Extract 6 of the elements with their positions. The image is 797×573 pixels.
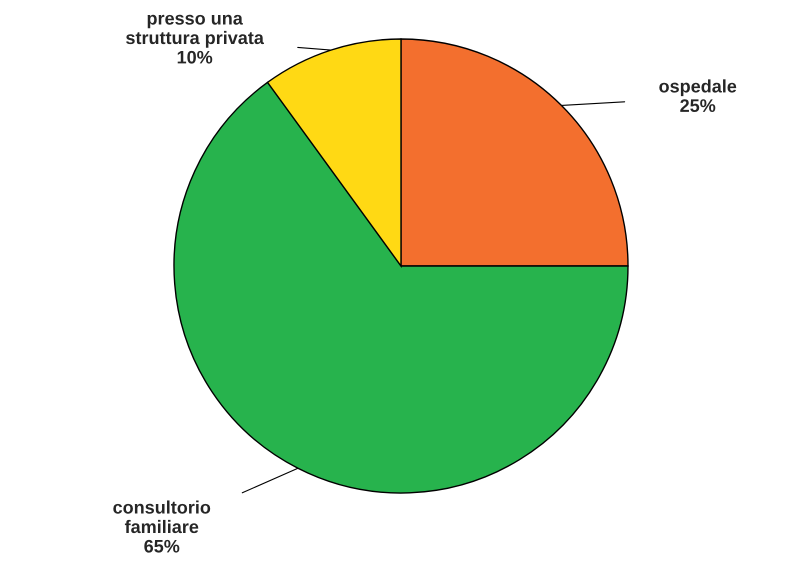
data-label: 65%	[144, 540, 180, 553]
slice-label: presso una struttura privata	[126, 14, 264, 48]
slice-label: consultorio familiare	[113, 500, 210, 534]
data-label: 25%	[680, 99, 716, 112]
data-label: 10%	[178, 50, 212, 64]
slice-label: ospedale	[659, 79, 736, 96]
